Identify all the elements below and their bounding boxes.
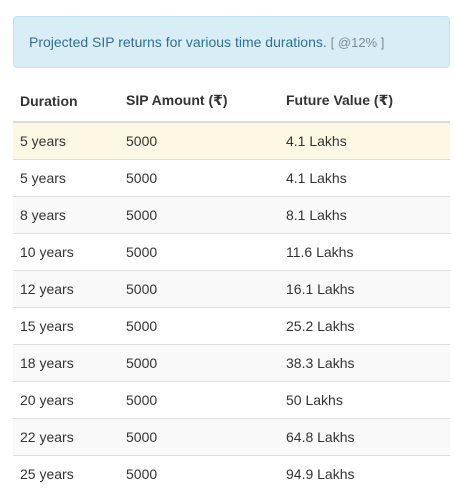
- sip-returns-table: Duration SIP Amount (₹) Future Value (₹)…: [13, 80, 450, 492]
- cell-sip-amount: 5000: [119, 122, 279, 160]
- alert-text: Projected SIP returns for various time d…: [29, 34, 327, 50]
- cell-sip-amount: 5000: [119, 419, 279, 456]
- cell-sip-amount: 5000: [119, 456, 279, 492]
- cell-future-value: 64.8 Lakhs: [279, 419, 450, 456]
- cell-future-value: 50 Lakhs: [279, 382, 450, 419]
- table-header-row: Duration SIP Amount (₹) Future Value (₹): [13, 80, 450, 122]
- cell-duration: 5 years: [13, 160, 119, 197]
- header-future-value: Future Value (₹): [279, 80, 450, 122]
- cell-duration: 25 years: [13, 456, 119, 492]
- cell-future-value: 4.1 Lakhs: [279, 122, 450, 160]
- cell-sip-amount: 5000: [119, 345, 279, 382]
- header-duration: Duration: [13, 80, 119, 122]
- header-sip-amount: SIP Amount (₹): [119, 80, 279, 122]
- cell-duration: 12 years: [13, 271, 119, 308]
- cell-duration: 20 years: [13, 382, 119, 419]
- cell-duration: 18 years: [13, 345, 119, 382]
- cell-sip-amount: 5000: [119, 308, 279, 345]
- cell-sip-amount: 5000: [119, 160, 279, 197]
- cell-duration: 15 years: [13, 308, 119, 345]
- cell-future-value: 25.2 Lakhs: [279, 308, 450, 345]
- cell-sip-amount: 5000: [119, 197, 279, 234]
- cell-future-value: 94.9 Lakhs: [279, 456, 450, 492]
- cell-future-value: 8.1 Lakhs: [279, 197, 450, 234]
- info-alert: Projected SIP returns for various time d…: [13, 16, 450, 68]
- cell-sip-amount: 5000: [119, 234, 279, 271]
- cell-duration: 10 years: [13, 234, 119, 271]
- cell-future-value: 16.1 Lakhs: [279, 271, 450, 308]
- cell-future-value: 4.1 Lakhs: [279, 160, 450, 197]
- cell-duration: 8 years: [13, 197, 119, 234]
- cell-duration: 22 years: [13, 419, 119, 456]
- cell-duration: 5 years: [13, 122, 119, 160]
- cell-sip-amount: 5000: [119, 382, 279, 419]
- alert-rate: [ @12% ]: [331, 35, 385, 50]
- cell-future-value: 38.3 Lakhs: [279, 345, 450, 382]
- cell-sip-amount: 5000: [119, 271, 279, 308]
- cell-future-value: 11.6 Lakhs: [279, 234, 450, 271]
